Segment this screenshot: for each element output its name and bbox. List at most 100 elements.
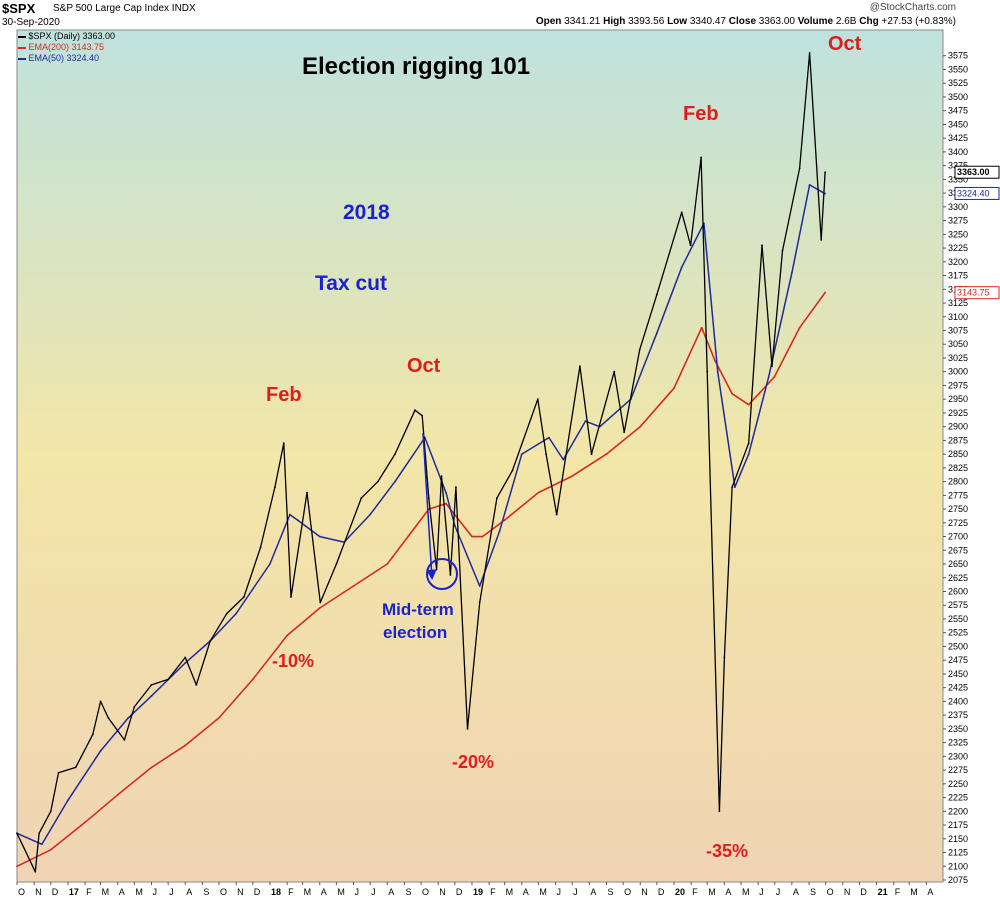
data-point <box>545 453 548 456</box>
y-tick-label: 2200 <box>948 806 968 816</box>
y-tick-label: 2100 <box>948 861 968 871</box>
y-tick-label: 2650 <box>948 559 968 569</box>
value-label-box <box>954 286 1000 300</box>
data-point <box>747 453 750 456</box>
data-point <box>689 244 692 247</box>
data-point <box>16 832 18 835</box>
data-point <box>251 678 254 681</box>
value-label-text: 3363.00 <box>957 167 990 177</box>
election-circle <box>426 558 458 590</box>
data-point <box>386 563 389 565</box>
x-tick-label: J <box>776 887 781 897</box>
data-point <box>733 486 736 489</box>
data-point <box>414 409 416 412</box>
data-point <box>290 596 292 598</box>
ohlc-readout: Open 3341.21 High 3393.56 Low 3340.47 Cl… <box>536 16 956 27</box>
data-point <box>360 497 363 499</box>
y-tick-label: 2975 <box>948 380 968 390</box>
annotation-tax-cut: Tax cut <box>315 272 387 295</box>
data-point <box>562 458 565 461</box>
y-tick-label: 2400 <box>948 696 968 706</box>
data-point <box>680 211 683 214</box>
data-point <box>655 332 658 335</box>
data-point <box>225 612 228 615</box>
x-tick-label: S <box>607 887 613 897</box>
data-point <box>107 716 110 719</box>
data-point <box>820 238 823 241</box>
data-point <box>243 596 245 598</box>
annotation-feb-2020: Feb <box>683 103 719 125</box>
data-point <box>824 171 827 174</box>
y-tick-label: 2900 <box>948 422 968 432</box>
data-point <box>747 442 750 445</box>
x-tick-label: M <box>135 887 143 897</box>
data-point <box>150 684 153 686</box>
watermark: @StockCharts.com <box>869 2 956 13</box>
y-tick-label: 3300 <box>948 202 968 212</box>
data-point <box>605 453 608 456</box>
data-point <box>16 865 18 868</box>
x-tick-label: J <box>759 887 764 897</box>
data-point <box>352 585 355 587</box>
data-point <box>520 453 523 456</box>
y-tick-label: 2850 <box>948 449 968 459</box>
data-point <box>195 684 198 686</box>
y-tick-label: 3475 <box>948 106 968 116</box>
y-tick-label: 3525 <box>948 78 968 88</box>
data-point <box>824 192 827 195</box>
x-tick-label: J <box>573 887 578 897</box>
y-tick-label: 2800 <box>948 477 968 487</box>
annotation-mid-term: Mid-term <box>382 600 454 619</box>
value-label-box <box>954 186 1000 200</box>
value-label-box <box>954 165 1000 179</box>
symbol-description: S&P 500 Large Cap Index INDX <box>53 3 196 14</box>
data-point <box>116 793 119 796</box>
x-tick-label: A <box>590 887 596 897</box>
data-point <box>259 546 262 549</box>
x-tick-label: O <box>827 887 834 897</box>
symbol-label: $SPX <box>2 1 36 16</box>
y-tick-label: 3200 <box>948 257 968 267</box>
chart-title: Election rigging 101 <box>302 53 530 80</box>
data-point <box>584 420 587 423</box>
data-point <box>548 436 550 439</box>
data-point <box>74 766 77 769</box>
data-point <box>306 491 308 494</box>
data-point <box>638 348 641 351</box>
x-tick-label: N <box>641 887 648 897</box>
data-point <box>394 480 396 483</box>
x-tick-label: S <box>203 887 209 897</box>
chart-legend: $SPX (Daily) 3363.00 EMA(200) 3143.75 EM… <box>18 31 115 64</box>
data-point <box>503 519 506 521</box>
x-tick-label: A <box>186 887 192 897</box>
value-label-text: 3143.75 <box>957 288 990 298</box>
y-tick-label: 2525 <box>948 628 968 638</box>
x-tick-label: F <box>490 887 496 897</box>
data-point <box>579 365 581 368</box>
x-tick-label: J <box>371 887 376 897</box>
x-tick-label: 20 <box>675 887 685 897</box>
data-point <box>376 480 379 483</box>
data-point <box>478 585 481 587</box>
data-point <box>274 486 276 489</box>
x-axis: O N D 17 F M A M J J A S O N D 18 F M A M J J A S O N D 19 F M A M J J A S O… <box>16 882 933 897</box>
data-point <box>731 392 734 395</box>
data-point <box>34 870 37 873</box>
x-tick-label: 18 <box>271 887 281 897</box>
y-axis: 2075 2100 2125 2150 2175 2200 2225 2250 2275 2300… <box>943 51 1000 885</box>
data-point <box>150 695 153 697</box>
election-arrow <box>422 432 437 581</box>
data-point <box>808 52 811 54</box>
data-point <box>184 662 187 664</box>
x-tick-label: D <box>658 887 665 897</box>
y-tick-label: 3000 <box>948 367 968 377</box>
data-point <box>571 475 574 478</box>
x-tick-label: M <box>910 887 918 897</box>
low-value: 3340.47 <box>689 16 726 27</box>
data-point <box>798 167 801 170</box>
data-point <box>714 359 716 362</box>
x-tick-label: O <box>624 887 631 897</box>
legend-ema200-label: EMA(200) 3143.75 <box>28 42 105 52</box>
x-tick-label: A <box>927 887 933 897</box>
